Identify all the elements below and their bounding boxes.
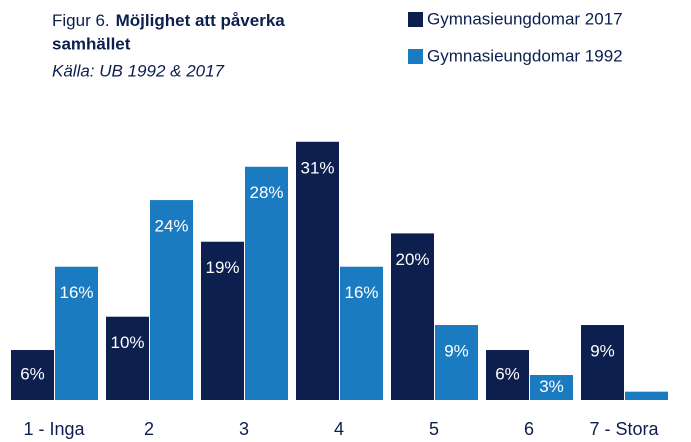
bar <box>296 141 339 400</box>
bar <box>11 350 54 400</box>
bar <box>340 266 383 400</box>
data-label: 19% <box>205 258 239 277</box>
data-label: 16% <box>59 283 93 302</box>
bar <box>625 391 668 400</box>
x-tick-label: 5 <box>429 419 439 439</box>
x-tick-label: 2 <box>144 419 154 439</box>
data-label: 10% <box>110 333 144 352</box>
x-tick-label: 6 <box>524 419 534 439</box>
bar <box>530 375 573 400</box>
bar <box>55 266 98 400</box>
legend-swatch <box>408 49 423 64</box>
x-tick-label: 7 - Stora <box>589 419 659 439</box>
bar <box>106 316 149 400</box>
bar <box>150 200 193 400</box>
title-bold: Möjlighet att påverka <box>116 11 286 30</box>
title-prefix: Figur 6. <box>52 11 110 30</box>
chart-title-line2: samhället <box>52 34 131 53</box>
bar <box>486 350 529 400</box>
data-label: 6% <box>20 364 45 383</box>
data-label: 24% <box>154 217 188 236</box>
bar <box>245 166 288 400</box>
data-label: 9% <box>590 342 615 361</box>
chart-subtitle: Källa: UB 1992 & 2017 <box>52 61 225 80</box>
data-label: 16% <box>344 283 378 302</box>
x-tick-label: 1 - Inga <box>23 419 85 439</box>
data-label: 28% <box>249 183 283 202</box>
legend-swatch <box>408 12 423 27</box>
chart-title: Figur 6. Möjlighet att påverka <box>52 11 285 30</box>
bar <box>391 233 434 400</box>
data-label: 20% <box>395 250 429 269</box>
data-label: 6% <box>495 364 520 383</box>
bar <box>201 241 244 400</box>
legend-label: Gymnasieungdomar 1992 <box>427 46 623 65</box>
data-label: 9% <box>444 342 469 361</box>
data-label: 31% <box>300 158 334 177</box>
bar <box>581 325 624 400</box>
x-tick-label: 4 <box>334 419 344 439</box>
legend-label: Gymnasieungdomar 2017 <box>427 9 623 28</box>
x-tick-label: 3 <box>239 419 249 439</box>
bar <box>435 325 478 400</box>
data-label: 3% <box>539 377 564 396</box>
